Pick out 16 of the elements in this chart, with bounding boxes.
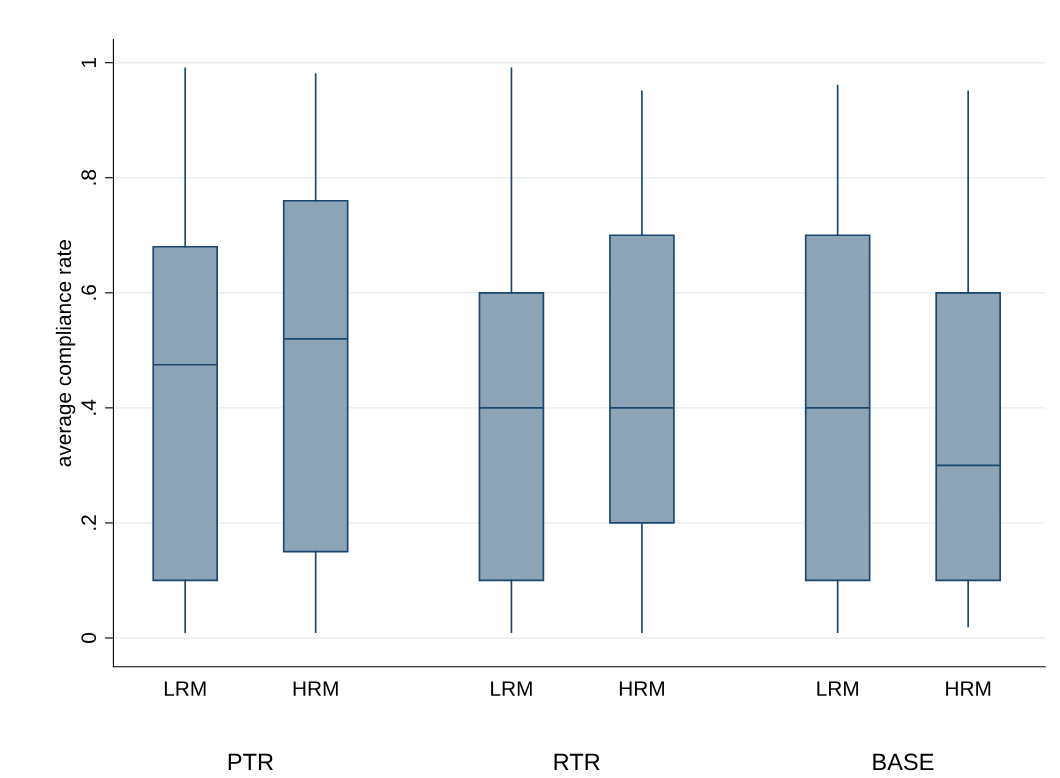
x-tick-label: HRM: [946, 681, 991, 696]
y-axis-title: average compliance rate: [55, 240, 76, 467]
x-tick-label: LRM: [491, 681, 532, 696]
y-tick-label: .8: [81, 169, 97, 185]
y-tick-label: 1: [81, 57, 96, 67]
text: BASE: [873, 753, 934, 771]
y-tick-label: 0: [81, 633, 97, 643]
text: RTR: [554, 753, 600, 771]
y-tick-label: .6: [81, 285, 97, 300]
x-tick-label: HRM: [619, 681, 664, 696]
x-tick-label: HRM: [293, 681, 338, 696]
y-tick-label: .2: [81, 515, 96, 530]
x-tick-label: LRM: [817, 681, 858, 696]
text: PTR: [228, 753, 273, 771]
y-tick-label: .4: [81, 399, 96, 415]
x-tick-label: LRM: [164, 681, 206, 696]
